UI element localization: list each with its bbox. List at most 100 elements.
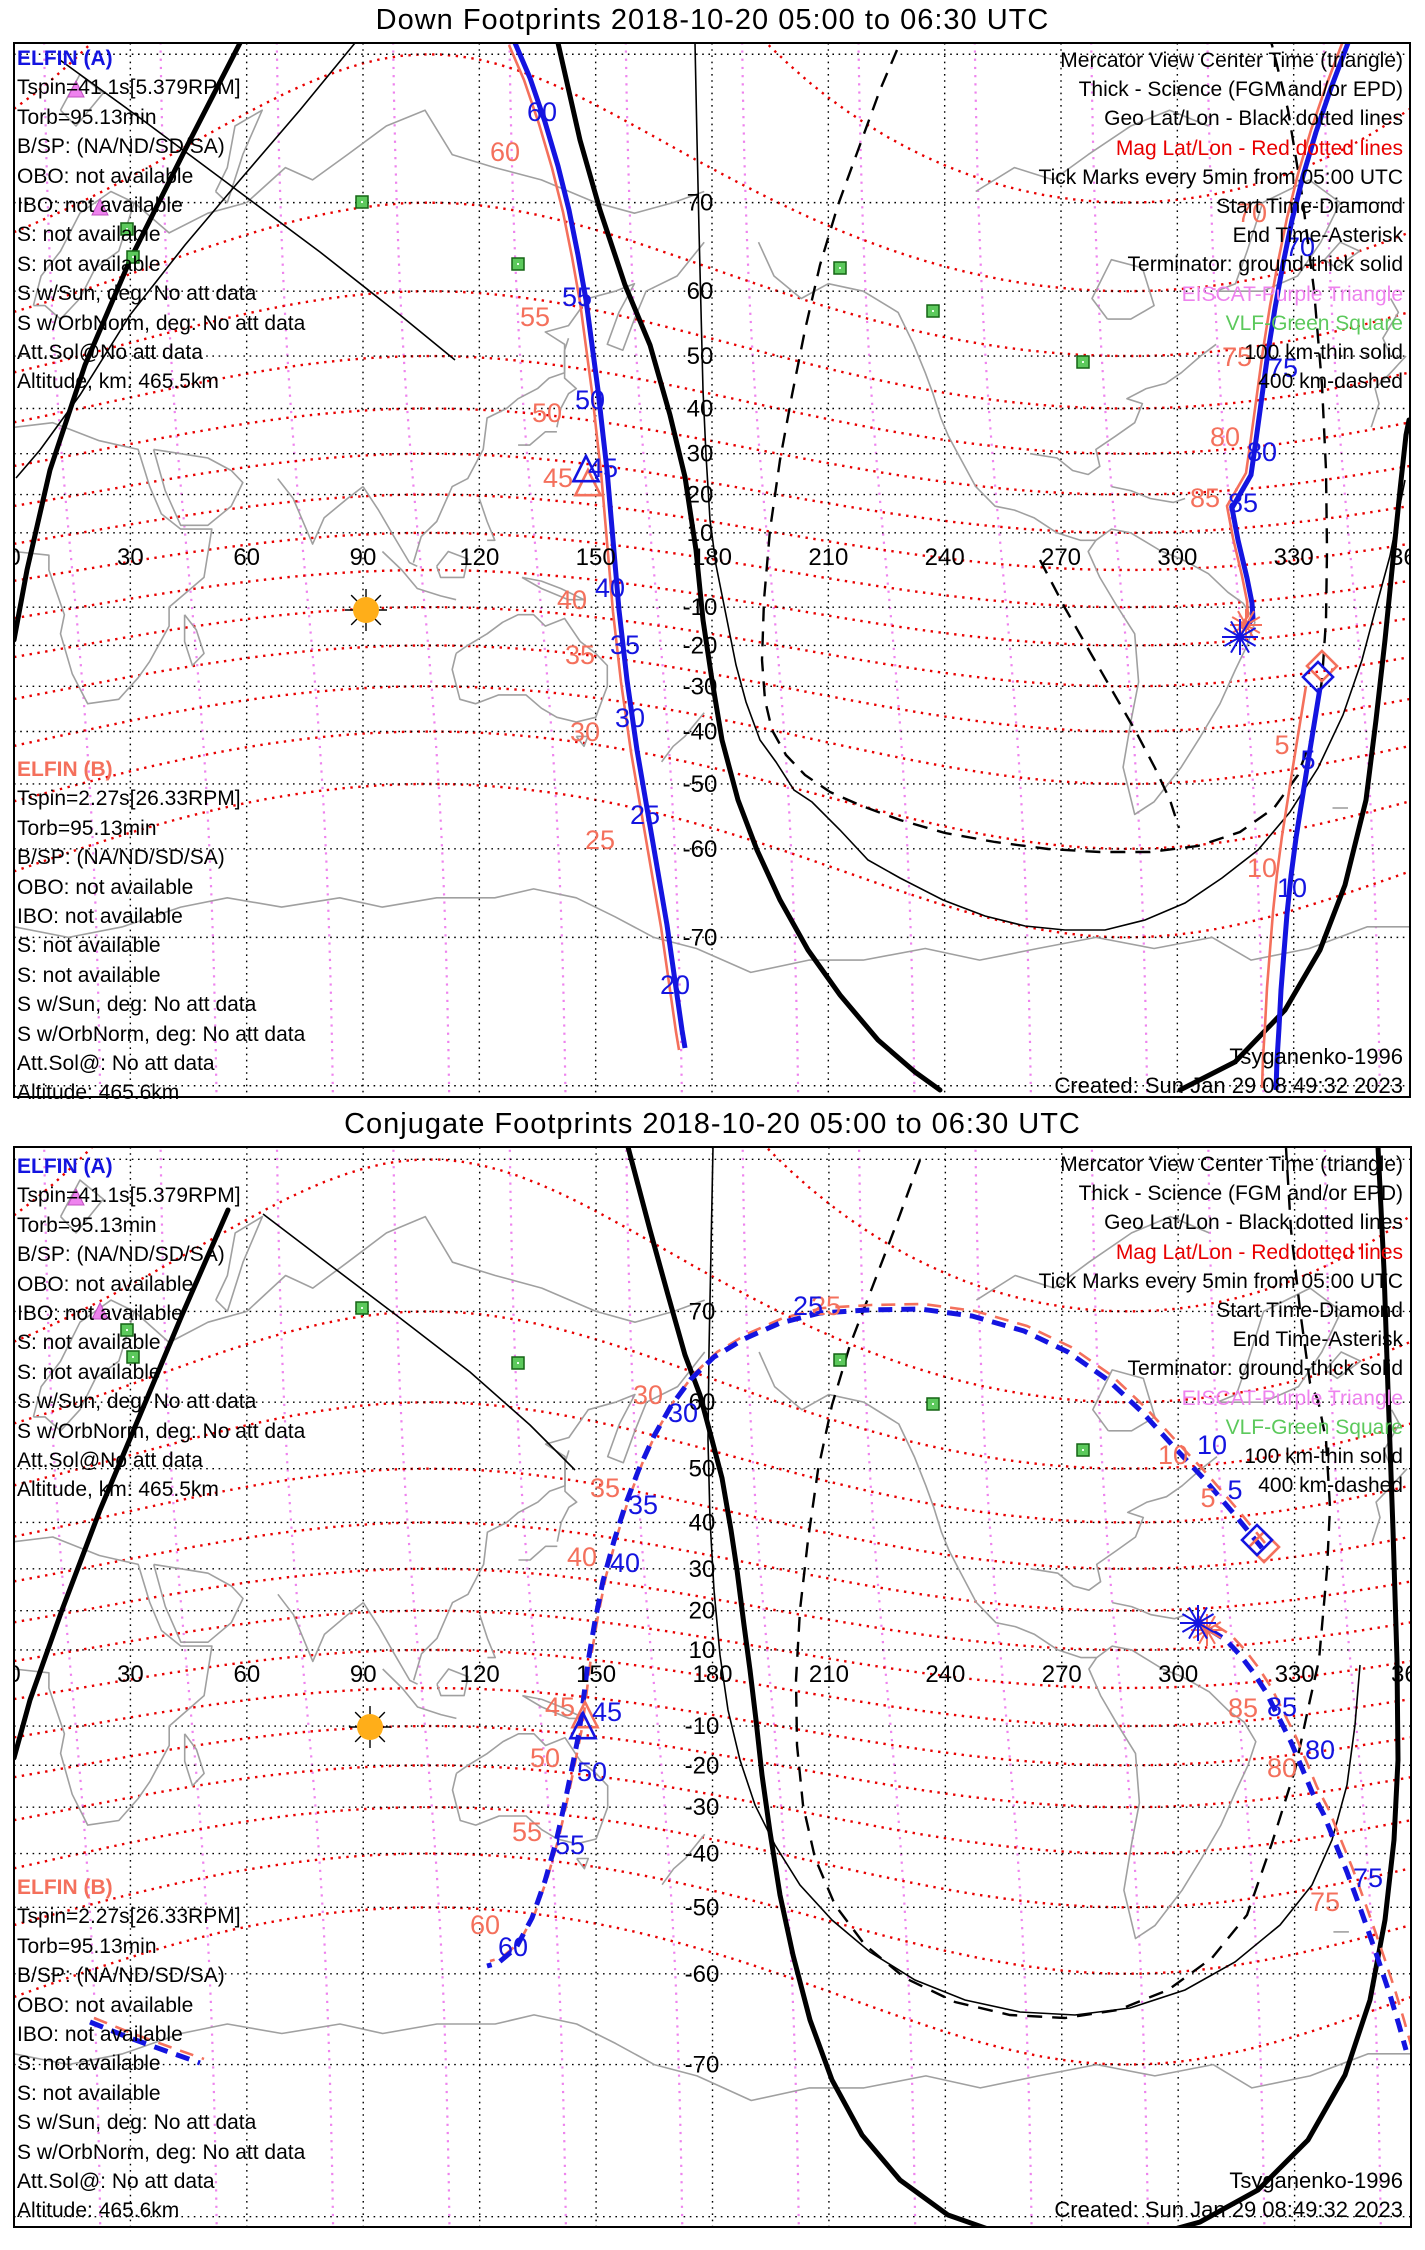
latitude-label: 70 <box>687 190 714 217</box>
eiscat-triangle-icon <box>67 79 85 98</box>
latitude-label: -60 <box>683 836 718 863</box>
tick-label-b: 75 <box>1222 342 1252 372</box>
elfin-info-line: Att.Sol@: No att data <box>17 2170 215 2194</box>
longitude-label: 0 <box>7 1661 20 1688</box>
mag-lon-line <box>508 1147 567 2227</box>
elfin-info-line: Tspin=2.27s[26.33RPM] <box>17 1905 241 1929</box>
start-time-diamond-a-icon <box>1240 1523 1274 1557</box>
coastline <box>478 498 496 542</box>
tick-label-a: 35 <box>628 1490 658 1520</box>
tick-label-b: 80 <box>1210 422 1240 452</box>
mag-lat-line <box>14 201 1410 358</box>
mag-lon-line <box>275 1147 335 2227</box>
latitude-label: -30 <box>683 673 718 700</box>
start-time-diamond-a-icon <box>1301 660 1335 694</box>
tick-label-a: 50 <box>577 1757 607 1787</box>
legend-line: VLF-Green Square <box>1225 1415 1403 1439</box>
elfin-info-line: S w/Sun, deg: No att data <box>17 993 257 1017</box>
tick-label-a: 60 <box>527 97 557 127</box>
satellite-tracks <box>507 43 1351 1091</box>
elfin-info-line: Att.Sol@No att data <box>17 1449 203 1473</box>
tick-label-a: 60 <box>498 1932 528 1962</box>
coastline <box>1111 485 1186 504</box>
mag-lat-line <box>14 1609 1411 1690</box>
coastline <box>362 1602 418 1685</box>
latitude-label: 20 <box>689 1598 716 1625</box>
tick-label-b: 35 <box>565 640 595 670</box>
coastline <box>451 613 609 723</box>
coastline <box>59 1179 105 1234</box>
tick-label-b: 10 <box>1158 1440 1188 1470</box>
mag-lon-line <box>625 1147 684 2227</box>
tick-label-a: 80 <box>1305 1735 1335 1765</box>
satellite-tracks <box>89 1302 1411 2066</box>
coastline <box>412 1351 706 1681</box>
tick-label-a: 40 <box>595 573 625 603</box>
mag-lon-line <box>159 1147 218 2227</box>
coastline <box>478 1614 496 1659</box>
coastline <box>757 241 1096 542</box>
mag-lon-line <box>508 43 567 1097</box>
elfin-info-line: S: not available <box>17 223 161 247</box>
mag-lat-line <box>14 1567 1411 1652</box>
center-time-triangle-b-icon <box>573 467 603 497</box>
coastline <box>214 109 263 204</box>
sun-icon <box>345 589 387 631</box>
coastline <box>575 735 589 748</box>
coastline <box>1092 1369 1156 1432</box>
tick-label-b: 85 <box>1228 1693 1258 1723</box>
mag-lon-line <box>43 1147 102 2227</box>
coastline <box>556 1450 578 1542</box>
mag-lat-line <box>14 1648 1411 1728</box>
tick-label-a: 30 <box>615 703 645 733</box>
mag-lon-line <box>857 43 916 1097</box>
eiscat-triangle-icon <box>91 1301 109 1320</box>
latitude-label: -50 <box>685 1894 720 1921</box>
coastline <box>133 109 705 234</box>
elfin-info-line: Altitude, km: 465.5km <box>17 1478 219 1502</box>
mag-lat-line <box>14 531 1410 609</box>
created-timestamp: Created: Sun Jan 29 08:49:32 2023 <box>1054 2197 1403 2222</box>
elfin-info-block: ELFIN (B) Tspin=2.27s[26.33RPM] Torb=95.13… <box>17 755 305 1108</box>
mag-lat-line <box>14 452 1410 534</box>
coastline <box>1088 1645 1257 1940</box>
elfin-info-block: ELFIN (A) Tspin=41.1s[5.379RPM] Torb=95.13… <box>17 1152 305 1505</box>
longitude-label: 150 <box>576 544 616 571</box>
latitude-label: 30 <box>687 441 714 468</box>
legend-line: Start Time-Diamond <box>1216 195 1403 219</box>
terminator-100km-line <box>694 43 1406 931</box>
coastline <box>1324 1351 1362 1380</box>
elfin-info-line: S: not available <box>17 252 161 276</box>
elfin-info-line: B/SP: (NA/ND/SD/SA) <box>17 846 225 870</box>
longitude-label: 180 <box>692 1661 732 1688</box>
mag-lon-line <box>392 1147 451 2227</box>
mag-lat-line <box>14 43 94 110</box>
longitude-label: 270 <box>1041 544 1081 571</box>
tick-label-a: 10 <box>1277 873 1307 903</box>
elfin-b-track <box>1225 43 1344 629</box>
coastline <box>382 1668 457 1720</box>
tick-label-a: 45 <box>588 453 618 483</box>
latitude-label: -70 <box>685 2052 720 2079</box>
footer-block: Tsyganenko-1996 Created: Sun Jan 29 08:49… <box>1054 1042 1403 1100</box>
legend-line: 400 km-dashed <box>1258 1474 1403 1498</box>
tick-label-a: 75 <box>1353 1863 1383 1893</box>
elfin-info-line: S w/Sun, deg: No att data <box>17 282 257 306</box>
mag-lat-line <box>14 685 1410 786</box>
elfin-info-line: S w/Sun, deg: No att data <box>17 2111 257 2135</box>
terminator-ground-line <box>14 43 243 643</box>
elfin-info-line: IBO: not available <box>17 905 183 929</box>
latitude-label: -10 <box>685 1713 720 1740</box>
longitude-label: 120 <box>459 544 499 571</box>
coastline <box>277 1593 364 1663</box>
elfin-info-line: S: not available <box>17 2081 161 2105</box>
legend-line: 400 km-dashed <box>1258 370 1403 394</box>
coastline <box>521 576 585 601</box>
elfin-info-line: Att.Sol@: No att data <box>17 1052 215 1076</box>
legend-line: VLF-Green Square <box>1225 311 1403 335</box>
mag-lon-line <box>1206 43 1265 1097</box>
mag-lon-line <box>741 43 800 1097</box>
tick-label-b: 30 <box>570 717 600 747</box>
elfin-a-track <box>1208 1627 1409 2051</box>
